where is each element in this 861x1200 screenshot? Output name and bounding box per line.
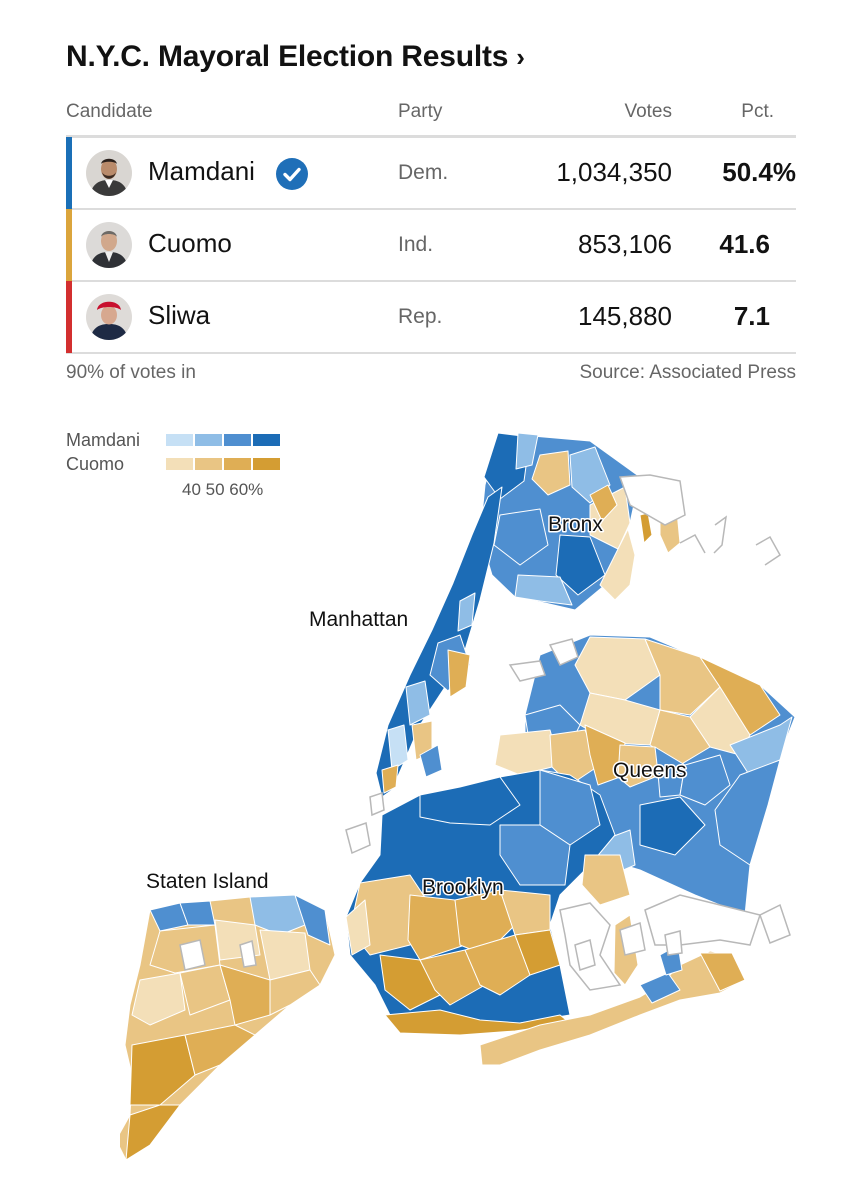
candidate-name: Mamdani (148, 156, 255, 186)
nyc-choropleth-map: Bronx Manhattan Queens Brooklyn Staten I… (120, 432, 796, 1161)
candidate-party: Ind. (398, 233, 434, 256)
label-queens: Queens (613, 759, 687, 782)
table-row-mamdani[interactable]: Mamdani Dem. 1,034,350 50.4% (66, 137, 796, 210)
legend-label-cuomo: Cuomo (66, 454, 125, 474)
candidate-party: Dem. (398, 161, 449, 184)
legend-swatch-mamdani-3 (224, 434, 251, 446)
label-bronx: Bronx (548, 513, 603, 536)
table-row-sliwa[interactable]: Sliwa Rep. 145,880 7.1 (66, 281, 796, 354)
borough-manhattan-shape (375, 486, 503, 798)
borough-brooklyn-shape (345, 769, 631, 1036)
header-party: Party (398, 101, 443, 122)
legend-label-mamdani: Mamdani (66, 430, 141, 450)
candidate-pct: 7.1 (733, 301, 770, 331)
avatar (86, 150, 132, 196)
avatar (86, 294, 132, 340)
header-divider (66, 135, 796, 138)
party-color-bar (66, 137, 72, 209)
table-header: Candidate Party Votes Pct. (66, 101, 796, 127)
candidate-pct: 50.4% (722, 157, 796, 187)
title-text: N.Y.C. Mayoral Election Results (66, 40, 509, 73)
candidate-votes: 1,034,350 (556, 157, 672, 187)
borough-bronx-shape (479, 432, 641, 611)
candidate-votes: 145,880 (578, 301, 672, 331)
legend-swatch-cuomo-4 (253, 458, 280, 470)
map-legend: Mamdani Cuomo 40 50 60% (66, 428, 296, 508)
candidate-pct: 41.6 (719, 229, 770, 259)
legend-swatch-mamdani-1 (166, 434, 193, 446)
checkmark-icon (276, 158, 308, 190)
reporting-status: 90% of votes in (66, 362, 196, 383)
page-title[interactable]: N.Y.C. Mayoral Election Results › (66, 40, 525, 74)
legend-swatch-cuomo-2 (195, 458, 222, 470)
legend-ticks: 40 50 60% (182, 480, 264, 499)
party-color-bar (66, 281, 72, 353)
header-candidate: Candidate (66, 101, 153, 122)
candidate-name: Cuomo (148, 228, 232, 258)
legend-swatch-cuomo-1 (166, 458, 193, 470)
person-avatar-icon (86, 222, 132, 268)
source-credit: Source: Associated Press (579, 362, 797, 383)
candidate-name: Sliwa (148, 300, 211, 330)
chevron-right-icon: › (516, 42, 525, 72)
party-color-bar (66, 209, 72, 281)
candidate-votes: 853,106 (578, 229, 672, 259)
table-row-cuomo[interactable]: Cuomo Ind. 853,106 41.6 (66, 209, 796, 282)
label-staten-island: Staten Island (146, 870, 269, 893)
borough-staten-island-shape (120, 894, 336, 1161)
avatar (86, 222, 132, 268)
header-pct: Pct. (741, 101, 774, 122)
legend-swatch-mamdani-2 (195, 434, 222, 446)
person-avatar-icon (86, 294, 132, 340)
header-votes: Votes (624, 101, 672, 122)
legend-swatch-mamdani-4 (253, 434, 280, 446)
label-brooklyn: Brooklyn (422, 876, 504, 899)
legend-swatch-cuomo-3 (224, 458, 251, 470)
candidate-party: Rep. (398, 305, 443, 328)
label-manhattan: Manhattan (309, 608, 408, 631)
person-avatar-icon (86, 150, 132, 196)
